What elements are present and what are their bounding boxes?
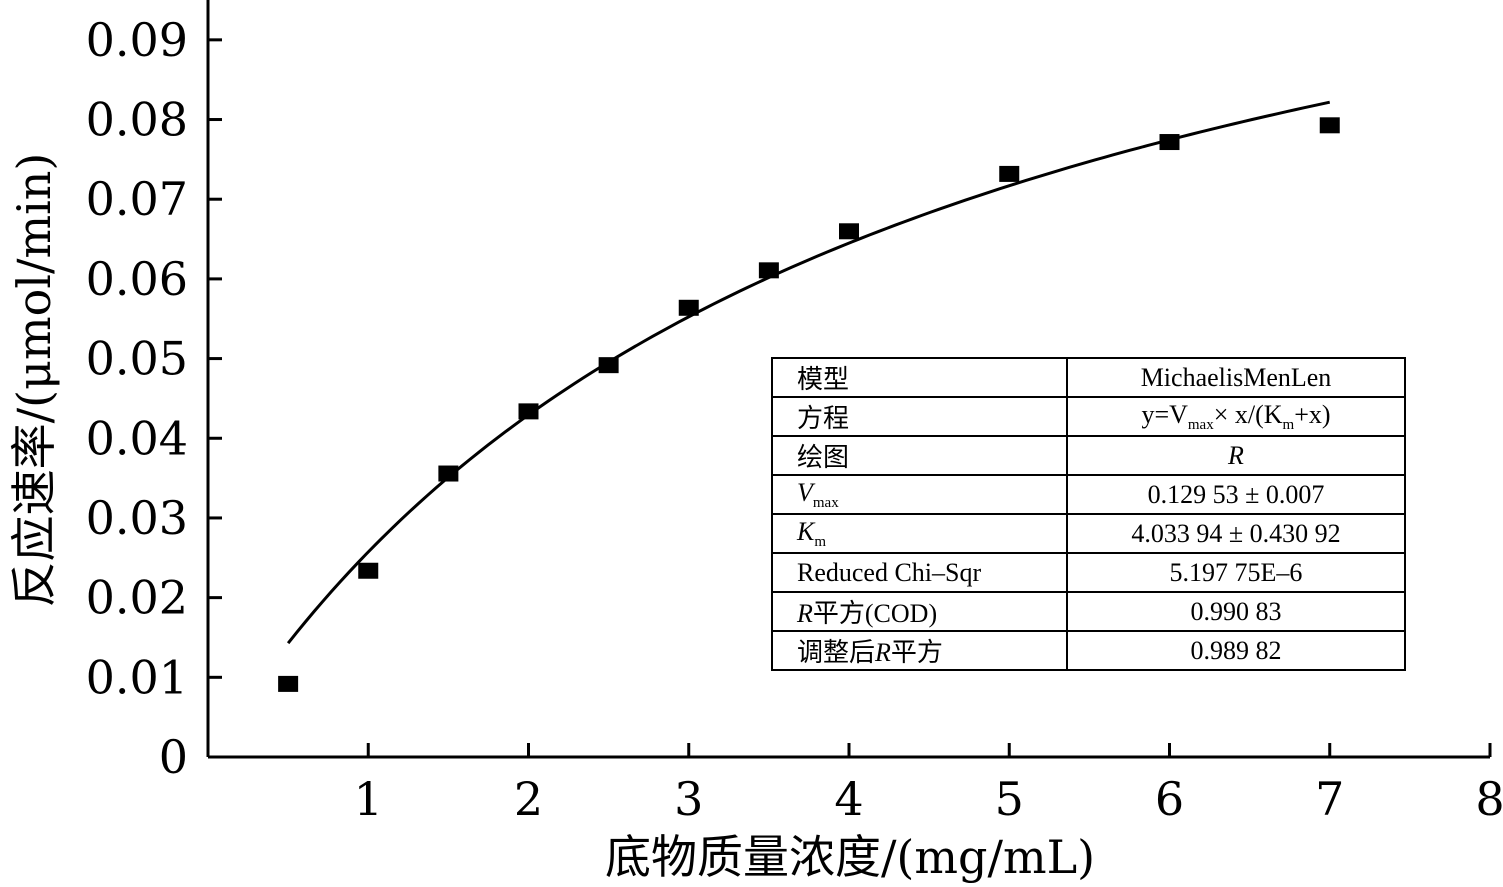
table-row: 绘图 R	[771, 435, 1406, 476]
x-axis-ticks: 1 2 3 4 5 6 7 8	[354, 743, 1503, 826]
row-value-vmax: 0.129 53 ± 0.007	[1066, 474, 1406, 515]
r2-label-rest: 平方(COD)	[812, 599, 938, 628]
data-point	[999, 165, 1020, 182]
data-point	[1159, 134, 1180, 151]
adj-r2-label-pre: 调整后	[797, 638, 876, 667]
x-tick-label: 5	[995, 772, 1024, 826]
x-tick-label: 6	[1155, 772, 1184, 826]
x-tick-label: 4	[834, 772, 863, 826]
row-label-model: 模型	[771, 357, 1068, 398]
equation-sub: max	[1187, 416, 1214, 433]
vmax-sub: max	[812, 494, 839, 511]
km-sub: m	[814, 533, 827, 550]
equation-sub: m	[1282, 416, 1295, 433]
x-tick-label: 8	[1475, 772, 1503, 826]
equation-part: y=V	[1141, 399, 1188, 429]
equation-part: × x/(K	[1213, 399, 1283, 429]
y-tick-label: 0.06	[86, 252, 188, 306]
row-label-equation: 方程	[771, 396, 1068, 437]
r-symbol: R	[875, 638, 891, 667]
row-label-adj-r2: 调整后R平方	[771, 630, 1068, 671]
table-row: 调整后R平方 0.989 82	[771, 630, 1406, 671]
row-value-chisqr: 5.197 75E–6	[1066, 552, 1406, 593]
row-value-adj-r2: 0.989 82	[1066, 630, 1406, 671]
data-point	[1319, 117, 1340, 134]
x-tick-label: 1	[354, 772, 383, 826]
data-point	[518, 403, 539, 420]
table-row: 模型 MichaelisMenLen	[771, 357, 1406, 398]
y-tick-label: 0	[159, 730, 188, 784]
row-label-km: Km	[771, 513, 1068, 554]
row-value-equation: y=Vmax× x/(Km+x)	[1066, 396, 1406, 437]
data-point	[358, 562, 379, 579]
y-tick-label: 0.07	[86, 172, 188, 226]
data-point	[278, 675, 299, 692]
y-tick-label: 0.03	[86, 491, 188, 545]
row-label-r2: R平方(COD)	[771, 591, 1068, 632]
x-axis-title: 底物质量浓度/(mg/mL)	[605, 830, 1095, 884]
fit-curve	[286, 100, 1331, 645]
x-tick-label: 3	[674, 772, 703, 826]
row-value-r2: 0.990 83	[1066, 591, 1406, 632]
data-point	[678, 299, 699, 316]
data-point	[598, 357, 619, 374]
y-axis-ticks: 0 0.01 0.02 0.03 0.04 0.05 0.06 0.07 0.08 0.09	[86, 13, 222, 784]
y-tick-label: 0.02	[86, 571, 188, 625]
equation-part: +x)	[1294, 399, 1331, 429]
y-tick-label: 0.05	[86, 332, 188, 386]
r-symbol: R	[797, 599, 813, 628]
vmax-symbol: V	[797, 477, 813, 507]
row-value-plot: R	[1066, 435, 1406, 476]
table-row: Reduced Chi–Sqr 5.197 75E–6	[771, 552, 1406, 593]
fit-results-table: 模型 MichaelisMenLen 方程 y=Vmax× x/(Km+x) 绘…	[771, 357, 1406, 671]
table-row: 方程 y=Vmax× x/(Km+x)	[771, 396, 1406, 437]
y-axis-title: 反应速率/(μmol/min)	[7, 153, 61, 608]
adj-r2-label-post: 平方	[890, 638, 943, 667]
row-value-km: 4.033 94 ± 0.430 92	[1066, 513, 1406, 554]
table-row: Km 4.033 94 ± 0.430 92	[771, 513, 1406, 554]
km-symbol: K	[797, 516, 815, 546]
row-label-vmax: Vmax	[771, 474, 1068, 515]
data-point	[758, 262, 779, 279]
x-tick-label: 2	[514, 772, 543, 826]
y-tick-label: 0.09	[86, 13, 188, 67]
x-tick-label: 7	[1315, 772, 1344, 826]
table-row: R平方(COD) 0.990 83	[771, 591, 1406, 632]
data-point	[438, 465, 459, 482]
row-label-plot: 绘图	[771, 435, 1068, 476]
row-value-model: MichaelisMenLen	[1066, 357, 1406, 398]
row-label-chisqr: Reduced Chi–Sqr	[771, 552, 1068, 593]
data-points	[278, 117, 1340, 692]
y-tick-label: 0.01	[86, 650, 188, 704]
y-tick-label: 0.08	[86, 93, 188, 147]
y-tick-label: 0.04	[86, 411, 188, 465]
table-row: Vmax 0.129 53 ± 0.007	[771, 474, 1406, 515]
data-point	[839, 223, 859, 240]
